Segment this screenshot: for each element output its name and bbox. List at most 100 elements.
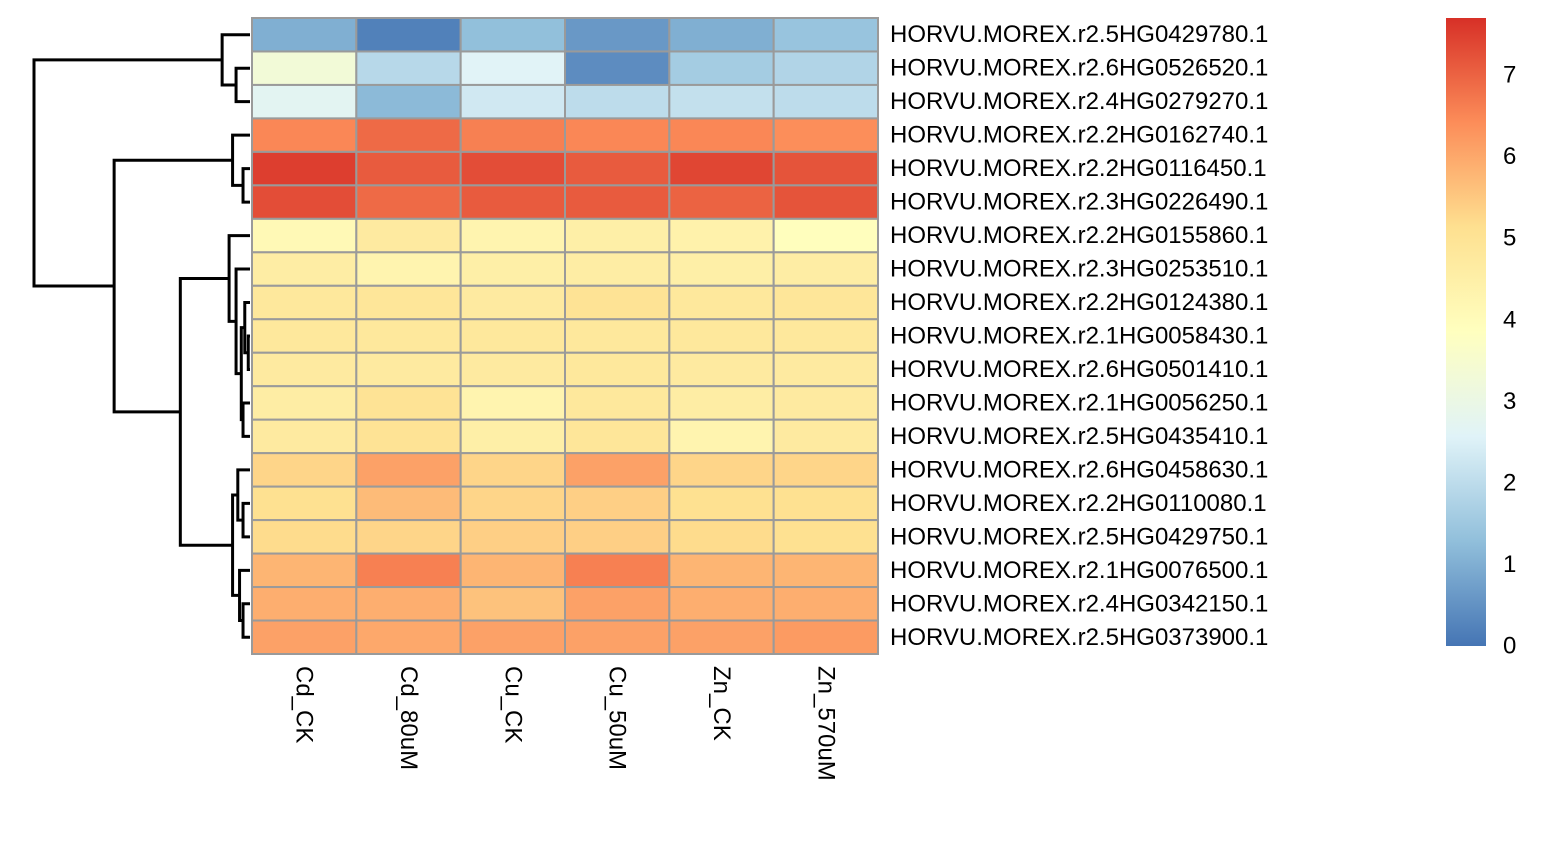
heatmap-cell (355, 552, 462, 589)
heatmap-cell (251, 351, 358, 388)
heatmap-cell (668, 351, 775, 388)
heatmap-cell (564, 117, 671, 153)
heatmap-cell (564, 217, 671, 254)
heatmap-cell (459, 552, 566, 589)
legend-tick-label: 1 (1503, 551, 1516, 578)
heatmap-cell (564, 452, 671, 488)
heatmap-cells (251, 17, 880, 655)
color-legend: 0 1 2 3 4 5 6 7 (1446, 18, 1516, 660)
heatmap-cell (459, 17, 566, 53)
heatmap-cell (772, 217, 880, 254)
heatmap-cell (772, 284, 880, 321)
row-label: HORVU.MOREX.r2.1HG0058430.1 (890, 323, 1268, 350)
heatmap-cell (668, 117, 775, 153)
heatmap-cell (564, 485, 671, 522)
heatmap-cell (668, 519, 775, 555)
dendrogram-branch (241, 167, 250, 204)
column-label: Cu_50uM (604, 666, 631, 770)
heatmap-cell (772, 83, 880, 120)
heatmap-cell (459, 83, 566, 120)
heatmap-cell (459, 351, 566, 388)
row-label: HORVU.MOREX.r2.6HG0458630.1 (890, 456, 1268, 483)
heatmap-cell (459, 150, 566, 187)
heatmap-cell (564, 619, 671, 655)
dendrogram-branch (231, 493, 240, 597)
heatmap-cell (668, 318, 775, 354)
heatmap-cell (355, 83, 462, 120)
dendrogram-branch (227, 234, 250, 323)
heatmap-cell (668, 452, 775, 488)
heatmap-cell (355, 150, 462, 187)
heatmap-cell (251, 150, 358, 187)
row-label: HORVU.MOREX.r2.3HG0226490.1 (890, 189, 1268, 216)
heatmap-cell (564, 284, 671, 321)
heatmap-cell (355, 586, 462, 622)
heatmap-cell (772, 17, 880, 53)
dendrogram-branch (234, 267, 250, 376)
column-labels: Cd_CK Cd_80uM Cu_CK Cu_50uM Zn_CK Zn_570uM (291, 666, 840, 781)
heatmap-cell (564, 519, 671, 555)
heatmap-cell (772, 251, 880, 287)
heatmap-cell (772, 619, 880, 655)
heatmap-cell (772, 184, 880, 220)
row-label: HORVU.MOREX.r2.2HG0110080.1 (890, 490, 1267, 517)
heatmap-cell (251, 586, 358, 622)
legend-tick-label: 5 (1503, 225, 1516, 252)
heatmap-cell (772, 452, 880, 488)
row-label: HORVU.MOREX.r2.3HG0253510.1 (890, 256, 1268, 283)
heatmap-cell (564, 50, 671, 86)
heatmap-cell (564, 418, 671, 455)
heatmap-cell (772, 117, 880, 153)
heatmap-cell (355, 117, 462, 153)
heatmap-cell (459, 619, 566, 655)
heatmap-cell (355, 519, 462, 555)
heatmap-cell (459, 184, 566, 220)
heatmap-cell (668, 50, 775, 86)
heatmap-cell (251, 117, 358, 153)
heatmap-cell (355, 452, 462, 488)
heatmap-cell (772, 552, 880, 589)
column-label: Cd_CK (291, 666, 318, 743)
dendrogram-branch (112, 158, 233, 414)
heatmap-cell (668, 418, 775, 455)
heatmap-cell (355, 385, 462, 421)
heatmap-cell (251, 519, 358, 555)
heatmap-cell (459, 452, 566, 488)
row-label: HORVU.MOREX.r2.4HG0342150.1 (890, 590, 1268, 617)
row-dendrogram (32, 33, 250, 639)
heatmap-cell (668, 251, 775, 287)
heatmap-cell (251, 452, 358, 488)
heatmap-cell (355, 485, 462, 522)
row-label: HORVU.MOREX.r2.4HG0279270.1 (890, 88, 1268, 115)
row-label: HORVU.MOREX.r2.5HG0373900.1 (890, 624, 1268, 651)
heatmap-cell (251, 284, 358, 321)
heatmap-cell (772, 485, 880, 522)
dendrogram-branch (234, 66, 250, 104)
heatmap-cell (772, 318, 880, 354)
heatmap-cell (251, 385, 358, 421)
heatmap-cell (564, 251, 671, 287)
heatmap-cell (564, 184, 671, 220)
dendrogram-branch (32, 58, 223, 288)
heatmap-cell (668, 184, 775, 220)
heatmap-cell (251, 251, 358, 287)
heatmap-cell (355, 50, 462, 86)
heatmap-cell (668, 586, 775, 622)
heatmap-cell (668, 284, 775, 321)
heatmap-cell (459, 217, 566, 254)
heatmap-cell (355, 418, 462, 455)
legend-tick-label: 2 (1503, 469, 1516, 496)
legend-tick-label: 4 (1503, 306, 1516, 333)
heatmap-cell (459, 519, 566, 555)
column-label: Cu_CK (499, 666, 526, 743)
heatmap-cell (459, 284, 566, 321)
heatmap-cell (355, 184, 462, 220)
heatmap-cell (251, 619, 358, 655)
heatmap-cell (459, 50, 566, 86)
row-label: HORVU.MOREX.r2.2HG0155860.1 (890, 222, 1268, 249)
heatmap-cell (459, 251, 566, 287)
heatmap-cell (459, 586, 566, 622)
row-label: HORVU.MOREX.r2.5HG0429750.1 (890, 523, 1268, 550)
legend-tick-label: 7 (1503, 62, 1516, 89)
